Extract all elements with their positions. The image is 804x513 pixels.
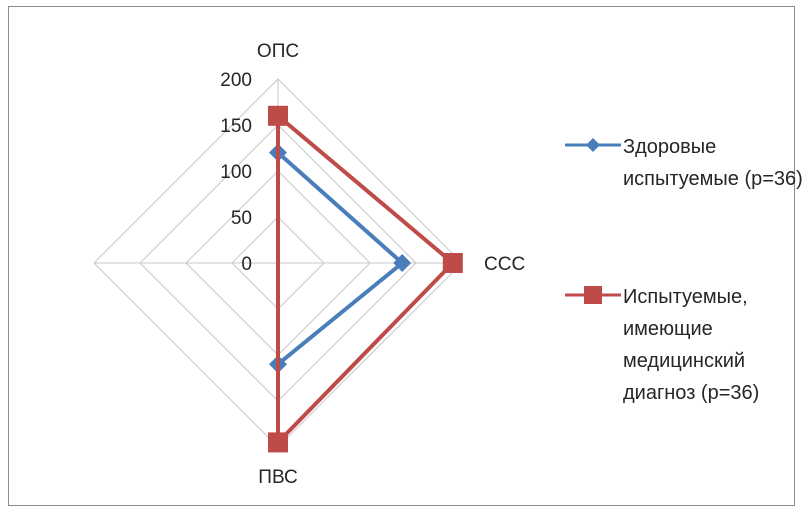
legend: Здоровые испытуемые (р=36) Испытуемые, и… bbox=[565, 125, 804, 425]
legend-item-diagnosed: Испытуемые, имеющие медицинский диагноз … bbox=[565, 275, 804, 425]
legend-item-healthy: Здоровые испытуемые (р=36) bbox=[565, 125, 804, 275]
series-1-point-0 bbox=[268, 105, 288, 126]
series-1-point-2 bbox=[268, 432, 288, 453]
tick-label-0: 0 bbox=[241, 254, 252, 275]
axis-label-0: ОПС bbox=[257, 41, 299, 62]
legend-diamond-marker-icon bbox=[565, 138, 621, 152]
series-1-point-1 bbox=[442, 253, 463, 273]
series-1-line bbox=[276, 113, 455, 445]
series-0-point-1 bbox=[393, 254, 412, 272]
axis-label-2: ПВС bbox=[258, 467, 297, 488]
legend-square-marker-icon bbox=[565, 286, 621, 304]
legend-label-diagnosed: Испытуемые, имеющие медицинский диагноз … bbox=[623, 286, 760, 404]
axis-label-1: ССС bbox=[484, 254, 525, 275]
tick-label-4: 200 bbox=[220, 70, 252, 91]
tick-label-2: 100 bbox=[220, 162, 252, 183]
chart-area: 0 50 100 150 200 ОПС ССС ПВС Здоровые испытуемы… bbox=[8, 6, 803, 506]
tick-label-3: 150 bbox=[220, 116, 252, 137]
tick-label-1: 50 bbox=[231, 208, 252, 229]
legend-label-healthy: Здоровые испытуемые (р=36) bbox=[623, 136, 803, 190]
